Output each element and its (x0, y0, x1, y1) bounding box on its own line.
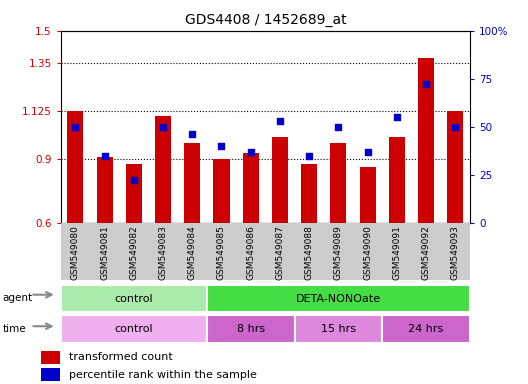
Text: GSM549085: GSM549085 (217, 225, 226, 280)
Text: GSM549080: GSM549080 (71, 225, 80, 280)
Bar (155, 116, 171, 223)
Bar (41, 351, 60, 364)
Point (159, 124, 167, 130)
Text: DETA-NONOate: DETA-NONOate (296, 293, 381, 304)
Bar (331, 143, 346, 223)
Bar (207, 285, 470, 313)
Point (188, 131, 196, 137)
Text: control: control (115, 324, 153, 334)
Point (100, 152, 109, 159)
Bar (61, 285, 207, 313)
Text: GSM549082: GSM549082 (129, 225, 138, 280)
Title: GDS4408 / 1452689_at: GDS4408 / 1452689_at (184, 13, 346, 27)
Text: GSM549083: GSM549083 (158, 225, 167, 280)
Text: GSM549087: GSM549087 (276, 225, 285, 280)
Point (276, 118, 284, 124)
Point (305, 152, 314, 159)
Text: GSM549084: GSM549084 (188, 225, 197, 280)
Text: GSM549088: GSM549088 (305, 225, 314, 280)
Bar (301, 164, 317, 223)
Point (71, 124, 80, 130)
Text: GSM549081: GSM549081 (100, 225, 109, 280)
Text: GSM549090: GSM549090 (363, 225, 372, 280)
Bar (184, 143, 200, 223)
Point (451, 124, 459, 130)
Bar (207, 316, 295, 343)
Bar (382, 316, 470, 343)
Point (393, 114, 401, 120)
Text: transformed count: transformed count (69, 353, 173, 362)
Point (129, 177, 138, 184)
Bar (41, 368, 60, 381)
Point (217, 143, 225, 149)
Bar (67, 111, 83, 223)
Point (334, 124, 343, 130)
Bar (272, 137, 288, 223)
Bar (61, 316, 207, 343)
Bar (126, 164, 142, 223)
Text: GSM549091: GSM549091 (392, 225, 401, 280)
Text: GSM549092: GSM549092 (421, 225, 430, 280)
Point (363, 149, 372, 155)
Bar (389, 137, 405, 223)
Text: agent: agent (3, 293, 33, 303)
Text: GSM549089: GSM549089 (334, 225, 343, 280)
Text: 24 hrs: 24 hrs (409, 324, 444, 334)
Point (422, 81, 430, 88)
Point (247, 149, 255, 155)
Text: 15 hrs: 15 hrs (321, 324, 356, 334)
Text: control: control (115, 293, 153, 304)
Bar (447, 111, 464, 223)
Text: time: time (3, 324, 26, 334)
Bar (243, 153, 259, 223)
Text: GSM549086: GSM549086 (246, 225, 255, 280)
Text: 8 hrs: 8 hrs (237, 324, 265, 334)
Text: percentile rank within the sample: percentile rank within the sample (69, 370, 257, 380)
Text: GSM549093: GSM549093 (451, 225, 460, 280)
Bar (418, 58, 434, 223)
Bar (360, 167, 375, 223)
Bar (213, 159, 230, 223)
Bar (295, 316, 382, 343)
Bar (97, 157, 112, 223)
